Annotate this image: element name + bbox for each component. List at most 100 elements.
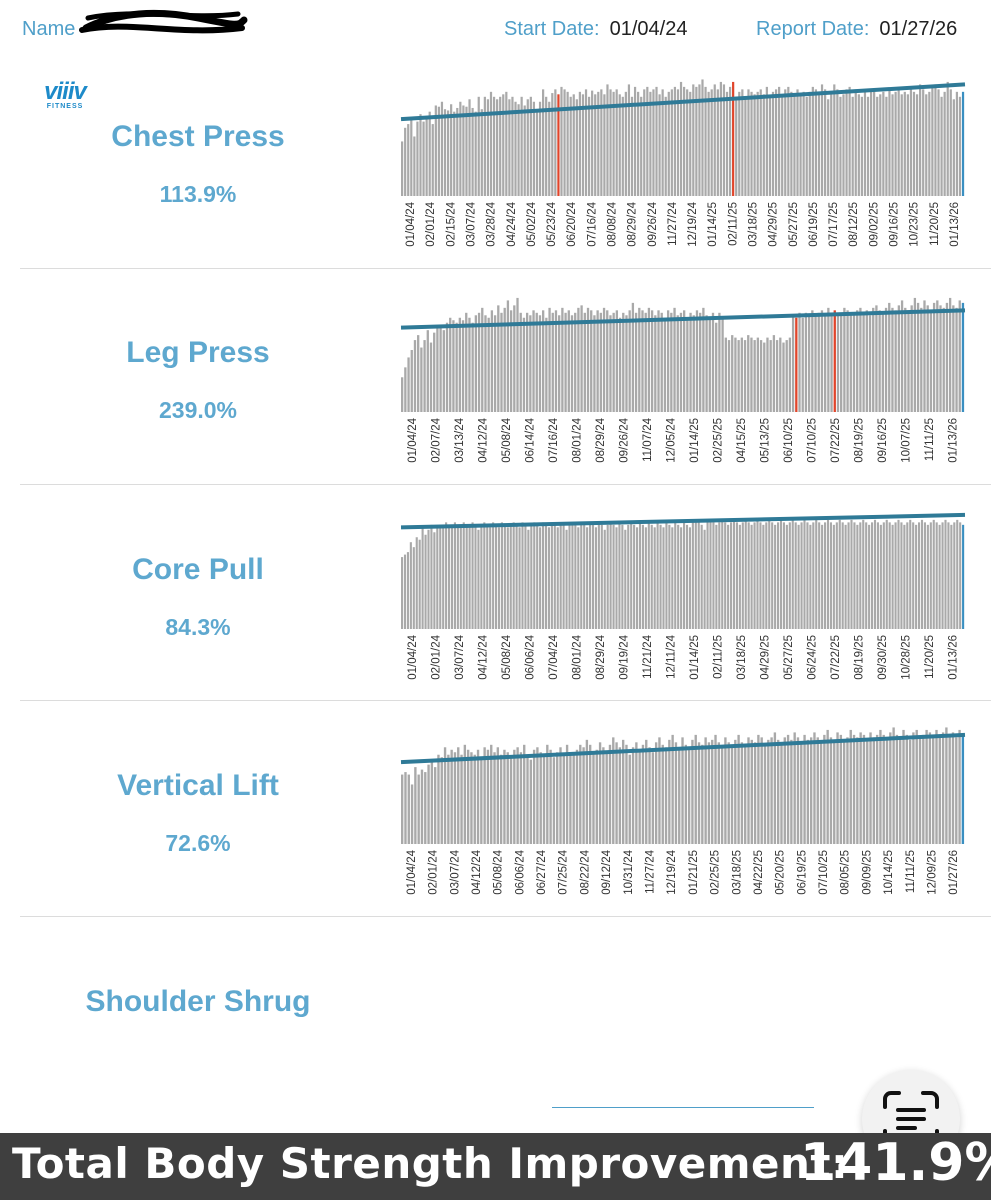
- bar: [513, 305, 516, 412]
- bar: [762, 94, 765, 196]
- bar: [591, 524, 595, 629]
- bar: [483, 96, 486, 196]
- bar: [904, 307, 907, 412]
- bar: [848, 86, 851, 196]
- bar: [950, 524, 953, 629]
- bar: [888, 89, 891, 196]
- bar: [424, 772, 427, 844]
- bar: [910, 305, 913, 412]
- bar: [468, 317, 471, 412]
- bar: [492, 96, 496, 196]
- bar: [795, 317, 798, 412]
- bar: [785, 524, 788, 629]
- bar: [815, 519, 818, 629]
- bar: [621, 96, 624, 196]
- bar: [946, 81, 949, 196]
- bar: [654, 742, 658, 844]
- bar: [473, 754, 476, 844]
- x-tick-label: 07/16/24: [586, 201, 598, 246]
- bar: [766, 337, 769, 412]
- bar: [622, 312, 625, 412]
- bar: [661, 89, 664, 196]
- bar: [401, 141, 404, 196]
- bar: [409, 542, 412, 629]
- bar: [750, 337, 753, 412]
- x-tick-label: 06/19/25: [796, 850, 808, 895]
- bar: [415, 537, 418, 629]
- bar: [445, 322, 449, 412]
- bar: [923, 300, 926, 412]
- bar: [526, 99, 529, 196]
- report-date: Report Date: 01/27/26: [756, 14, 957, 44]
- bar: [542, 310, 545, 412]
- bar: [727, 524, 730, 629]
- bar: [744, 744, 747, 844]
- bar: [932, 737, 935, 844]
- bar: [638, 307, 641, 412]
- bar: [440, 101, 444, 196]
- bar: [759, 89, 762, 196]
- x-tick-label: 11/27/24: [667, 201, 679, 246]
- bar: [508, 99, 511, 196]
- x-tick-label: 12/09/25: [926, 850, 938, 895]
- bar: [592, 752, 595, 844]
- bar: [768, 519, 771, 629]
- bar: [477, 312, 481, 412]
- bar: [551, 312, 554, 412]
- bar: [843, 307, 846, 412]
- bar: [836, 732, 839, 844]
- bar: [803, 734, 806, 844]
- bar: [567, 310, 570, 412]
- bar: [532, 310, 535, 412]
- bar: [862, 519, 865, 629]
- chart-vertical-lift: 01/04/24 02/01/24 03/07/24 04/12/24 05/08/24…: [385, 720, 991, 910]
- bar: [640, 96, 643, 196]
- bar: [427, 529, 430, 629]
- bar: [603, 94, 606, 196]
- x-tick-label: 02/11/25: [727, 202, 739, 246]
- x-tick-label: 12/11/24: [665, 634, 677, 679]
- bar: [453, 752, 457, 844]
- bar: [568, 524, 571, 629]
- bar: [715, 524, 718, 629]
- bar: [719, 81, 722, 196]
- bar: [600, 524, 603, 629]
- bar: [584, 89, 588, 196]
- x-tick-label: 08/01/24: [571, 634, 583, 679]
- bar: [490, 310, 494, 412]
- bar: [730, 744, 734, 844]
- bar: [556, 752, 559, 844]
- exercise-title-shoulder-shrug: Shoulder Shrug: [85, 985, 311, 1018]
- bar: [666, 310, 670, 412]
- bar: [781, 96, 784, 196]
- bar: [791, 315, 795, 412]
- bar: [711, 739, 714, 844]
- bar: [945, 727, 948, 844]
- bar: [857, 94, 860, 196]
- bar: [403, 554, 407, 629]
- bar: [679, 81, 683, 196]
- bar: [407, 774, 410, 844]
- bar: [859, 307, 862, 412]
- x-tick-label: 03/18/25: [748, 202, 760, 247]
- shoulder-shrug-baseline: [552, 1107, 814, 1108]
- bar: [539, 752, 542, 844]
- bar: [716, 89, 719, 196]
- bar: [922, 89, 925, 196]
- bar: [450, 104, 453, 196]
- x-tick-label: 05/08/24: [501, 634, 513, 679]
- bar: [630, 96, 634, 196]
- x-tick-label: 04/12/24: [477, 417, 489, 462]
- bar: [631, 302, 635, 412]
- bar: [671, 527, 674, 629]
- bar: [443, 109, 447, 196]
- x-tick-label: 07/04/24: [548, 634, 560, 679]
- bar: [465, 106, 468, 196]
- bar: [499, 96, 502, 196]
- bar: [833, 310, 836, 412]
- bar: [453, 522, 456, 629]
- bar: [606, 524, 609, 629]
- bar: [763, 342, 766, 412]
- bar: [628, 754, 631, 844]
- bar: [809, 737, 813, 844]
